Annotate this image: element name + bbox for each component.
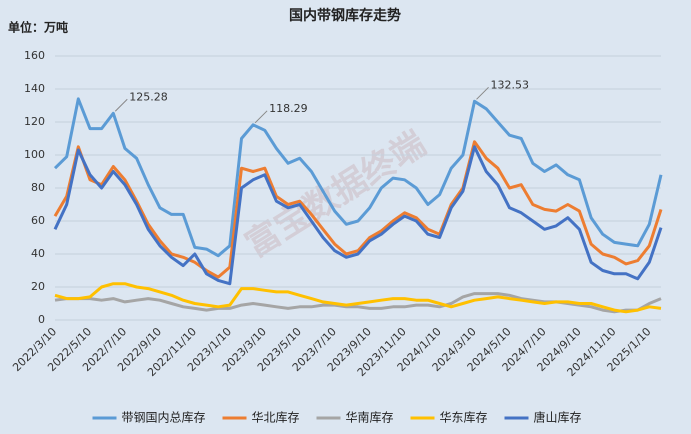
legend-label: 华南库存 — [346, 410, 394, 425]
series-line — [53, 140, 663, 279]
chart-title: 国内带钢库存走势 — [289, 7, 401, 24]
unit-label: 单位：万吨 — [8, 20, 68, 35]
y-tick-label: 140 — [24, 82, 45, 95]
legend-label: 华北库存 — [252, 410, 300, 425]
y-tick-label: 40 — [31, 247, 45, 260]
y-tick-label: 0 — [38, 313, 45, 326]
series-line — [53, 97, 663, 258]
y-tick-label: 80 — [31, 181, 45, 194]
legend-label: 带钢国内总库存 — [122, 410, 206, 425]
data-label: 132.53 — [491, 78, 530, 91]
legend-label: 唐山库存 — [534, 410, 582, 425]
y-tick-label: 20 — [31, 280, 45, 293]
annotation-leader — [114, 98, 128, 112]
data-label: 118.29 — [269, 102, 308, 115]
series-line — [54, 282, 662, 314]
y-tick-label: 100 — [24, 148, 45, 161]
series-line — [53, 145, 663, 286]
annotation-leader — [254, 110, 268, 124]
legend-label: 华东库存 — [440, 410, 488, 425]
y-tick-label: 160 — [24, 49, 45, 62]
y-tick-label: 120 — [24, 115, 45, 128]
annotation-leader — [476, 86, 489, 100]
data-label: 125.28 — [129, 90, 168, 103]
y-tick-label: 60 — [31, 214, 45, 227]
